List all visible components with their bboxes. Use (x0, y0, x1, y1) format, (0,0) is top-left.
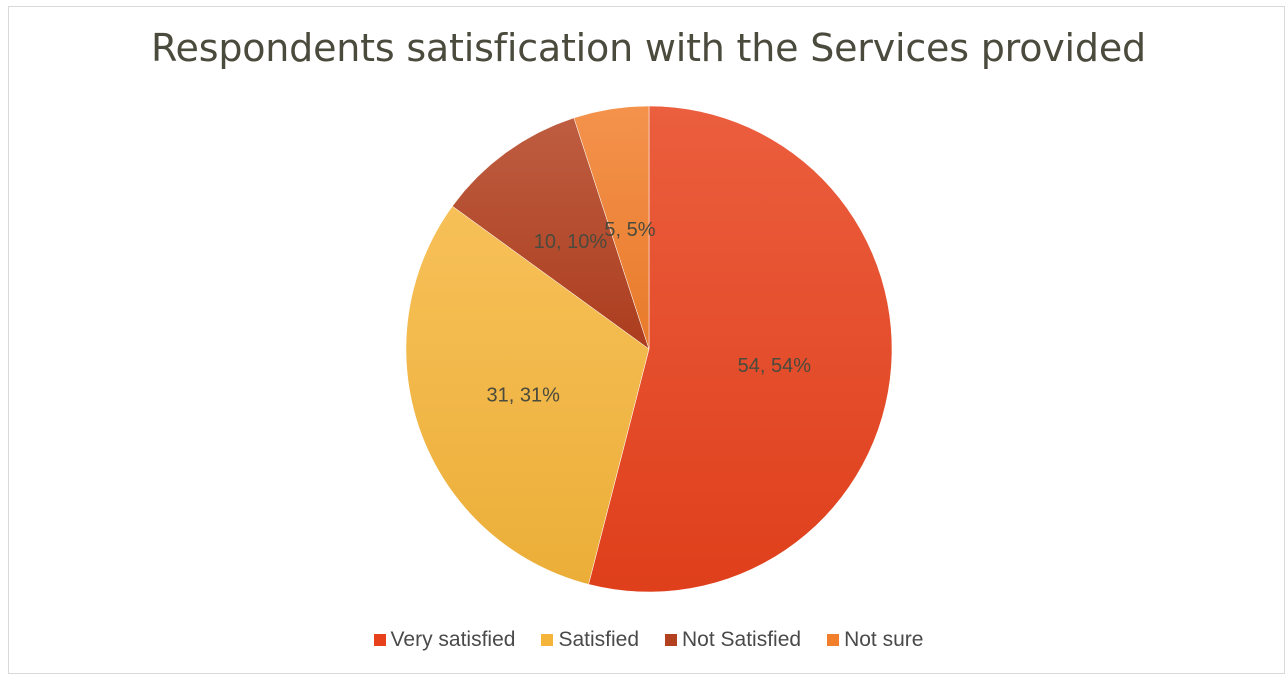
legend-label: Satisfied (558, 628, 639, 651)
pie-slice-very-satisfied (588, 105, 893, 593)
pie-slice-not-satisfied (452, 117, 650, 350)
legend-label: Very satisfied (390, 628, 516, 651)
pie-slice-not-sure (573, 105, 650, 350)
data-label-not-sure: 5, 5% (604, 219, 655, 241)
legend-swatch (665, 634, 677, 646)
legend-swatch (373, 634, 386, 646)
legend-label: Not Satisfied (682, 628, 802, 651)
legend-item-very-satisfied: Very satisfied (373, 628, 516, 652)
legend-swatch (827, 634, 840, 646)
data-label-very-satisfied: 54, 54% (738, 355, 812, 377)
legend-item-not-sure: Not sure (827, 628, 923, 652)
pie-slice-satisfied (405, 205, 650, 585)
data-label-satisfied: 31, 31% (487, 384, 561, 406)
legend-item-not-satisfied: Not Satisfied (665, 628, 801, 652)
legend-item-satisfied: Satisfied (541, 628, 639, 652)
chart-title: Respondents satisfication with the Servi… (151, 26, 1146, 70)
chart-legend: Very satisfied Satisfied Not Satisfied Not … (0, 628, 1287, 652)
legend-swatch (541, 634, 554, 646)
legend-label: Not sure (844, 628, 924, 651)
data-label-not-satisfied: 10, 10% (534, 231, 608, 253)
